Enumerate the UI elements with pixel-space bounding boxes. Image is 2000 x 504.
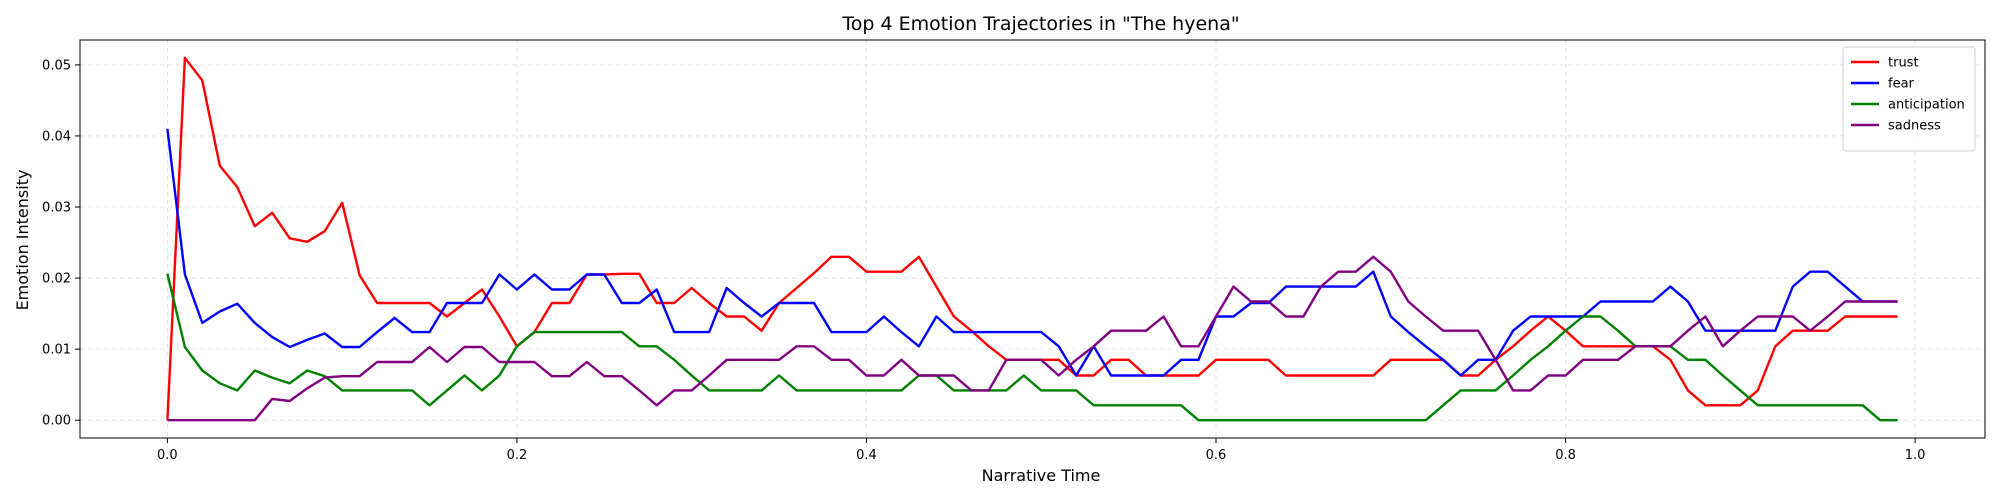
x-tick-label: 0.4 (856, 448, 877, 463)
chart-title: Top 4 Emotion Trajectories in "The hyena… (841, 13, 1239, 35)
plot-frame (79, 39, 1986, 439)
x-axis-ticks: 0.0 0.2 0.4 0.6 0.8 1.0 (157, 438, 1925, 463)
y-tick-label: 0.03 (42, 201, 71, 216)
legend-label-anticipation: anticipation (1888, 98, 1965, 113)
x-tick-label: 0.8 (1555, 448, 1576, 463)
legend: trust fear anticipation sadness (1842, 46, 1976, 152)
x-axis-label: Narrative Time (982, 466, 1101, 485)
legend-label-fear: fear (1888, 77, 1915, 92)
series-line-sadness (167, 255, 1898, 422)
x-tick-label: 0.2 (507, 448, 528, 463)
y-tick-label: 0.00 (42, 414, 71, 429)
y-axis-ticks: 0.00 0.01 0.02 0.03 0.04 0.05 (42, 58, 80, 429)
y-tick-label: 0.01 (42, 343, 71, 358)
series-line-fear (166, 128, 1898, 377)
legend-label-trust: trust (1888, 56, 1919, 71)
x-tick-label: 1.0 (1905, 448, 1926, 463)
series-lines (166, 56, 1898, 422)
y-tick-label: 0.02 (42, 272, 71, 287)
legend-label-sadness: sadness (1888, 119, 1941, 134)
y-axis-label: Emotion Intensity (13, 170, 32, 311)
y-tick-label: 0.05 (42, 58, 71, 73)
x-tick-label: 0.6 (1206, 448, 1227, 463)
y-tick-label: 0.04 (42, 129, 71, 144)
grid (80, 40, 1985, 438)
series-line-anticipation (166, 273, 1898, 422)
x-tick-label: 0.0 (157, 448, 178, 463)
